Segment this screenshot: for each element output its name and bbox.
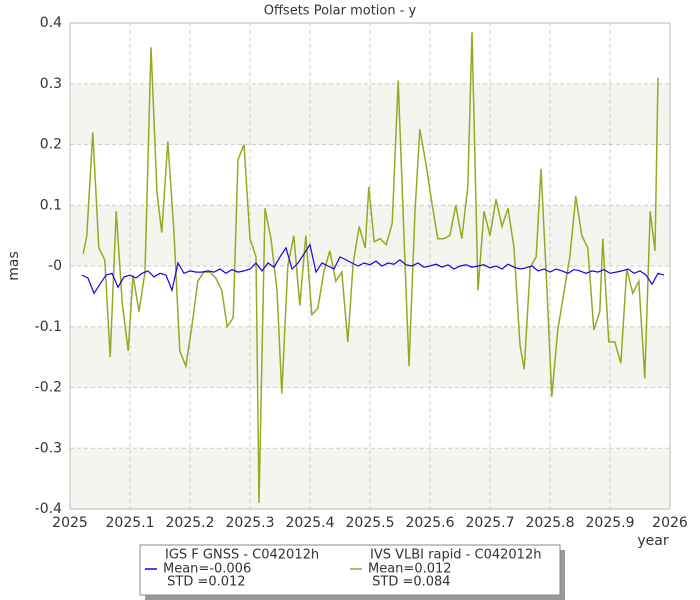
legend-mean: Mean=-0.006 (163, 562, 251, 577)
legend-label: IVS VLBI rapid - C042012h (370, 548, 541, 563)
legend-std: STD =0.084 (368, 575, 451, 590)
x-tick-label: 2025.6 (406, 515, 455, 531)
y-tick-label: -0.4 (35, 501, 62, 517)
x-tick-label: 2025.8 (526, 515, 575, 531)
x-tick-label: 2025.5 (346, 515, 395, 531)
series-line (82, 32, 659, 503)
y-tick-label: -0.3 (35, 440, 62, 456)
x-tick-label: 2025.4 (286, 515, 335, 531)
x-tick-label: 2025.1 (106, 515, 155, 531)
y-axis-label: mas (6, 251, 22, 281)
y-tick-label: 0.4 (40, 15, 62, 31)
grid-band (70, 326, 670, 388)
legend-std: STD =0.012 (163, 575, 246, 590)
legend (139, 544, 561, 596)
x-tick-label: 2025.3 (226, 515, 275, 531)
y-tick-label: -0.2 (35, 380, 62, 396)
x-tick-label: 2025.7 (466, 515, 515, 531)
legend-mean: Mean=0.012 (368, 562, 452, 577)
x-tick-label: 2025.9 (586, 515, 635, 531)
y-tick-label: 0.3 (40, 76, 62, 92)
y-tick-label: -0.1 (35, 319, 62, 335)
x-tick-label: 2026 (652, 515, 688, 531)
x-tick-label: 2025.2 (166, 515, 215, 531)
y-tick-label: 0.2 (40, 137, 62, 153)
y-tick-label: -0 (48, 258, 62, 274)
legend-label: IGS F GNSS - C042012h (165, 548, 319, 563)
x-axis-label: year (637, 533, 668, 549)
chart-title: Offsets Polar motion - y (264, 4, 417, 19)
plot-border (69, 22, 671, 510)
y-tick-label: 0.1 (40, 197, 62, 213)
series-line (81, 243, 665, 295)
x-tick-label: 2025 (52, 515, 88, 531)
